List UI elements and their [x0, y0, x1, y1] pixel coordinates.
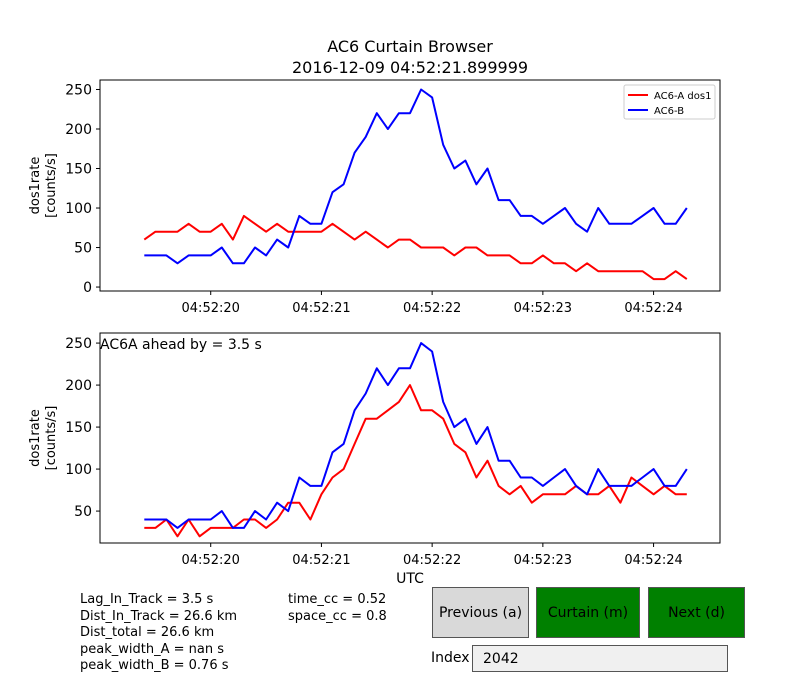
y-tick-label: 50	[74, 241, 92, 257]
x-tick-label: 04:52:23	[514, 301, 572, 316]
axes-frame	[99, 332, 721, 544]
dist-in-track-text: Dist_In_Track = 26.6 km	[80, 608, 238, 624]
y-tick-label: 50	[74, 504, 92, 520]
y-tick-label: 200	[65, 378, 92, 394]
x-tick-label: 04:52:20	[182, 553, 240, 568]
y-tick-label: 150	[65, 420, 92, 436]
time-cc-text: time_cc = 0.52	[288, 592, 387, 607]
lag-in-track-text: Lag_In_Track = 3.5 s	[80, 592, 214, 607]
y-tick-label: 250	[65, 336, 92, 352]
x-tick-label: 04:52:24	[624, 553, 682, 568]
series-line	[143, 214, 688, 281]
dist-total-text: Dist_total = 26.6 km	[80, 625, 215, 640]
space-cc-text: space_cc = 0.8	[288, 608, 387, 624]
index-input[interactable]	[472, 645, 728, 672]
y-tick-label: 150	[65, 162, 92, 178]
legend-label: AC6-B	[654, 106, 684, 117]
lag-annotation: AC6A ahead by = 3.5 s	[100, 337, 262, 353]
x-tick-label: 04:52:22	[403, 553, 461, 568]
legend-label: AC6-A dos1	[654, 91, 711, 102]
x-tick-label: 04:52:24	[624, 301, 682, 316]
previous-button[interactable]: Previous (a)	[432, 587, 529, 638]
y-axis-label: dos1rate	[28, 157, 43, 215]
peak-width-a-text: peak_width_A = nan s	[80, 641, 224, 657]
x-tick-label: 04:52:22	[403, 301, 461, 316]
peak-width-b-text: peak_width_B = 0.76 s	[80, 658, 229, 673]
series-line	[144, 88, 688, 265]
y-tick-label: 100	[65, 462, 92, 478]
x-tick-label: 04:52:21	[292, 301, 350, 316]
chart-title: AC6 Curtain Browser	[327, 37, 493, 56]
x-axis-label: UTC	[396, 571, 424, 587]
stats-left: Lag_In_Track = 3.5 s Dist_In_Track = 26.…	[80, 592, 237, 675]
stats-right: time_cc = 0.52 space_cc = 0.8	[288, 592, 387, 625]
y-tick-label: 0	[83, 280, 92, 296]
x-tick-label: 04:52:23	[514, 553, 572, 568]
chart-title: 2016-12-09 04:52:21.899999	[292, 58, 528, 77]
y-tick-label: 100	[65, 201, 92, 217]
y-tick-label: 250	[65, 82, 92, 98]
x-tick-label: 04:52:20	[182, 301, 240, 316]
x-tick-label: 04:52:21	[292, 553, 350, 568]
y-axis-label: dos1rate	[28, 409, 43, 467]
y-tick-label: 200	[65, 122, 92, 138]
chart-figure: 0 50 100 150 200 250 04:52:20 04:52:21 04:52:22 0…	[28, 37, 721, 587]
curtain-button[interactable]: Curtain (m)	[536, 587, 640, 638]
index-label: Index	[431, 650, 470, 666]
series-line	[144, 384, 687, 538]
y-axis-label: [counts/s]	[44, 153, 59, 218]
series-line	[144, 342, 688, 529]
next-button[interactable]: Next (d)	[648, 587, 745, 638]
y-axis-label: [counts/s]	[44, 406, 59, 471]
